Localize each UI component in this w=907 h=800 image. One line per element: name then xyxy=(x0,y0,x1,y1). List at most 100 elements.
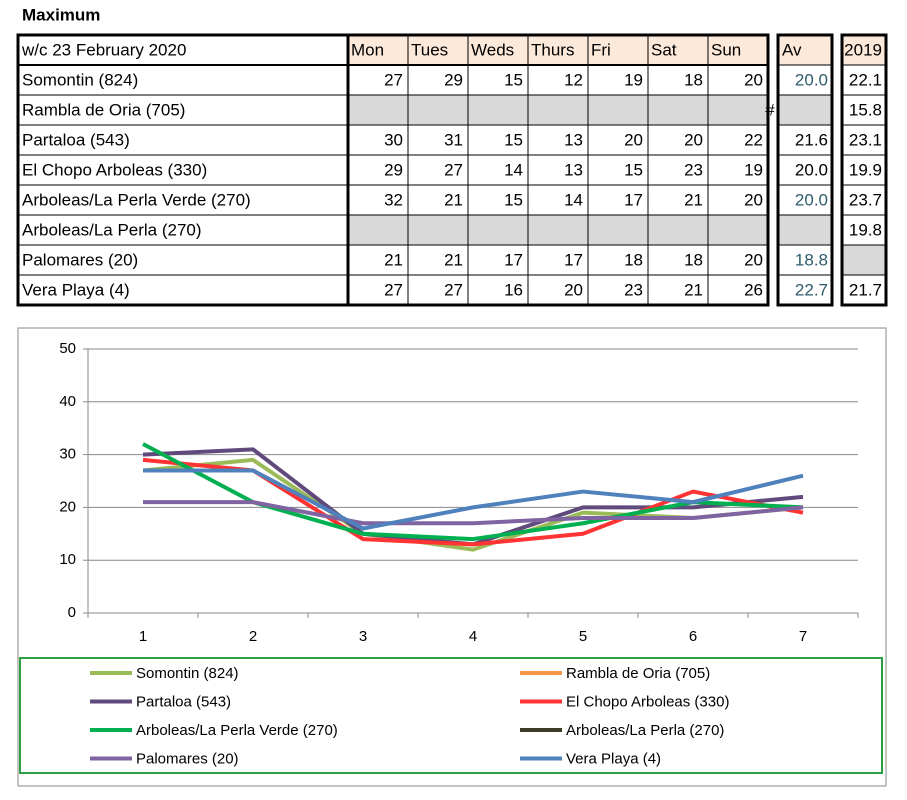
prev-year-value: 23.1 xyxy=(849,130,882,149)
row-name: Arboleas/La Perla (270) xyxy=(22,220,202,239)
day-value: 15 xyxy=(504,70,523,89)
table-cell xyxy=(467,274,529,306)
table-cell xyxy=(777,214,833,246)
table-cell xyxy=(527,94,589,126)
header-cell: Mon xyxy=(351,40,384,59)
table-cell xyxy=(587,274,649,306)
day-value: 15 xyxy=(504,130,523,149)
table-cell xyxy=(347,214,409,246)
day-value: 20 xyxy=(684,130,703,149)
day-value: 21 xyxy=(444,190,463,209)
prev-year-value: 19.9 xyxy=(849,160,882,179)
day-value: 27 xyxy=(444,280,463,299)
average-value: 20.0 xyxy=(795,190,828,209)
header-cell: Fri xyxy=(591,40,611,59)
day-value: 32 xyxy=(384,190,403,209)
table-cell xyxy=(777,34,833,66)
legend-label: Somontin (824) xyxy=(136,665,239,682)
day-value: 20 xyxy=(624,130,643,149)
table-cell xyxy=(777,184,833,216)
header-cell: Weds xyxy=(471,40,514,59)
day-value: 21 xyxy=(384,250,403,269)
table-cell xyxy=(777,274,833,306)
table-cell xyxy=(841,124,887,156)
day-value: 18 xyxy=(684,250,703,269)
table-border xyxy=(16,33,770,307)
table-cell xyxy=(527,124,589,156)
legend-label: Vera Playa (4) xyxy=(566,750,661,767)
table-cell xyxy=(647,124,709,156)
legend-label: Arboleas/La Perla (270) xyxy=(566,722,724,739)
table-cell xyxy=(17,64,349,96)
table-cell xyxy=(467,214,529,246)
day-value: 12 xyxy=(564,70,583,89)
table-cell xyxy=(527,244,589,276)
table-cell xyxy=(17,274,349,306)
page-title: Maximum xyxy=(22,5,100,24)
prev-year-value: 23.7 xyxy=(849,190,882,209)
day-value: 19 xyxy=(624,70,643,89)
series-line xyxy=(143,468,804,531)
header-cell: Sat xyxy=(651,40,677,59)
table-cell xyxy=(777,94,833,126)
row-name: Vera Playa (4) xyxy=(22,280,130,299)
y-tick-label: 10 xyxy=(59,551,76,568)
y-tick-label: 40 xyxy=(59,393,76,410)
average-value: 22.7 xyxy=(795,280,828,299)
row-name: Arboleas/La Perla Verde (270) xyxy=(22,190,251,209)
day-value: 20 xyxy=(744,250,763,269)
table-cell xyxy=(587,154,649,186)
average-value: 20.0 xyxy=(795,70,828,89)
table-cell xyxy=(347,94,409,126)
day-value: 21 xyxy=(684,190,703,209)
table-cell xyxy=(17,244,349,276)
day-value: 21 xyxy=(684,280,703,299)
x-tick-label: 1 xyxy=(139,628,147,645)
day-value: 20 xyxy=(564,280,583,299)
table-cell xyxy=(707,94,769,126)
table-cell xyxy=(467,64,529,96)
table-cell xyxy=(587,214,649,246)
day-value: 31 xyxy=(444,130,463,149)
table-cell xyxy=(707,184,769,216)
header-cell: Tues xyxy=(411,40,448,59)
table-cell xyxy=(407,124,469,156)
prev-year-value: 21.7 xyxy=(849,280,882,299)
table-cell xyxy=(647,154,709,186)
day-value: 20 xyxy=(744,190,763,209)
x-tick-label: 4 xyxy=(469,628,477,645)
table-cell xyxy=(647,94,709,126)
table-cell xyxy=(17,184,349,216)
table-cell xyxy=(587,94,649,126)
row-name: Palomares (20) xyxy=(22,250,138,269)
table-cell xyxy=(347,184,409,216)
table-cell xyxy=(587,184,649,216)
day-value: 27 xyxy=(384,280,403,299)
y-tick-label: 0 xyxy=(68,604,76,621)
day-value: 19 xyxy=(744,160,763,179)
average-value: 21.6 xyxy=(795,130,828,149)
day-value: 23 xyxy=(684,160,703,179)
table-cell xyxy=(17,214,349,246)
table-cell xyxy=(467,244,529,276)
header-cell: 2019 xyxy=(844,40,882,59)
table-cell xyxy=(707,34,769,66)
prev-year-value: 15.8 xyxy=(849,100,882,119)
table-cell xyxy=(841,64,887,96)
x-tick-label: 3 xyxy=(359,628,367,645)
day-value: 29 xyxy=(384,160,403,179)
average-value: 20.0 xyxy=(795,160,828,179)
average-value: 18.8 xyxy=(795,250,828,269)
header-cell: Sun xyxy=(711,40,741,59)
day-value: 14 xyxy=(504,160,523,179)
day-value: 17 xyxy=(564,250,583,269)
table-cell xyxy=(467,154,529,186)
legend-label: El Chopo Arboleas (330) xyxy=(566,693,729,710)
table-cell xyxy=(407,94,469,126)
table-cell xyxy=(647,214,709,246)
table-cell xyxy=(841,154,887,186)
header-cell: w/c 23 February 2020 xyxy=(21,40,186,59)
row-name: Somontin (824) xyxy=(22,70,138,89)
prev-year-value: 22.1 xyxy=(849,70,882,89)
row-name: Rambla de Oria (705) xyxy=(22,100,185,119)
